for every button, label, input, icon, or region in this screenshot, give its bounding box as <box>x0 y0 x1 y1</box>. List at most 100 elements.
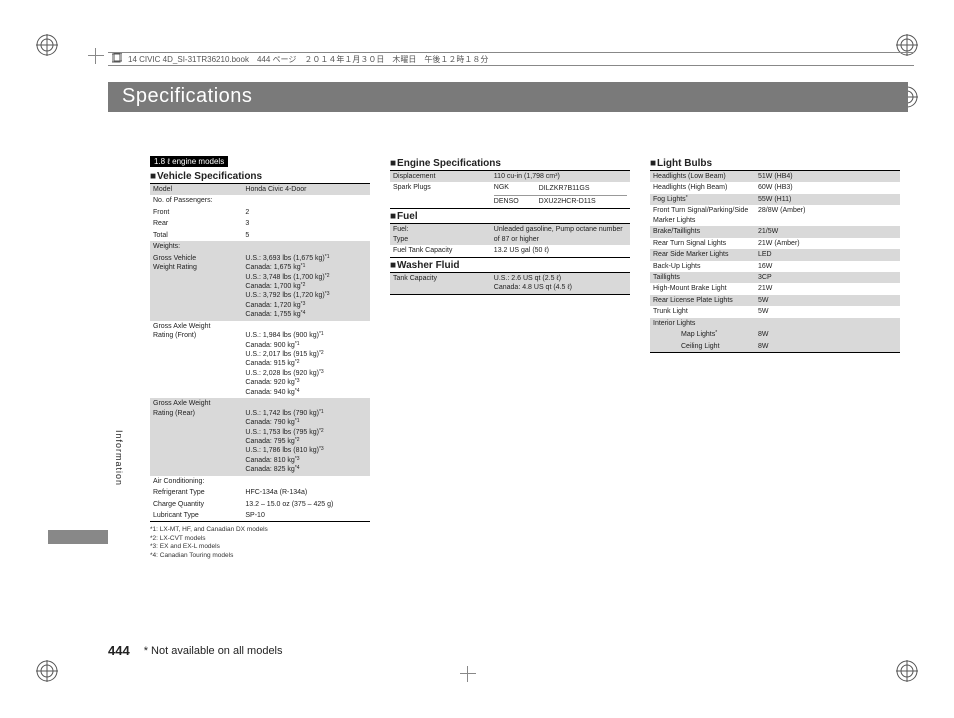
table-row: Displacement110 cu-in (1,798 cm³) <box>390 171 630 183</box>
spec-value: 8W <box>755 341 900 353</box>
table-row: Spark PlugsNGKDILZKR7B11GSDENSODXU22HCR-… <box>390 182 630 208</box>
table-row: Lubricant TypeSP-10 <box>150 510 370 522</box>
content: 1.8 ℓ engine models Vehicle Specificatio… <box>150 156 920 560</box>
doc-header: 14 CIVIC 4D_SI-31TR36210.book 444 ページ ２０… <box>108 52 914 66</box>
table-row: Rear License Plate Lights5W <box>650 295 900 306</box>
spec-label: Front Turn Signal/Parking/SideMarker Lig… <box>650 205 755 226</box>
side-label: Information <box>114 430 124 486</box>
spec-value: 5 <box>242 230 370 241</box>
spec-label: Headlights (Low Beam) <box>650 171 755 183</box>
bulbs-table: Headlights (Low Beam)51W (HB4)Headlights… <box>650 170 900 353</box>
table-row: Trunk Light5W <box>650 306 900 317</box>
spec-label: Charge Quantity <box>150 499 242 510</box>
spec-label: Fog Lights* <box>650 194 755 205</box>
reg-mark-bl <box>36 660 58 682</box>
spec-value: 110 cu-in (1,798 cm³) <box>491 171 630 183</box>
washer-title: Washer Fluid <box>390 260 630 271</box>
fuel-table: Fuel:TypeUnleaded gasoline, Pump octane … <box>390 223 630 257</box>
spec-value: 2 <box>242 207 370 218</box>
table-row: Interior Lights <box>650 318 900 329</box>
book-icon <box>112 53 122 65</box>
spec-value: SP-10 <box>242 510 370 522</box>
spec-value: U.S.: 2.6 US qt (2.5 ℓ)Canada: 4.8 US qt… <box>491 272 630 294</box>
spec-value: 21W <box>755 283 900 294</box>
spec-value <box>755 318 900 329</box>
spec-value <box>242 195 370 206</box>
spec-label: Headlights (High Beam) <box>650 182 755 193</box>
spec-label: Tank Capacity <box>390 272 491 294</box>
spec-value: 5W <box>755 306 900 317</box>
spec-label: Ceiling Light <box>650 341 755 353</box>
cross-mark <box>88 48 98 58</box>
table-row: Total5 <box>150 230 370 241</box>
table-row: Weights: <box>150 241 370 252</box>
spec-label: Fuel:Type <box>390 224 491 245</box>
spec-label: Gross Axle WeightRating (Rear) <box>150 398 242 476</box>
bulbs-title: Light Bulbs <box>650 158 900 169</box>
spec-value <box>242 476 370 487</box>
spec-value: NGKDILZKR7B11GSDENSODXU22HCR-D11S <box>491 182 630 208</box>
table-row: Back-Up Lights16W <box>650 261 900 272</box>
page-title: Specifications <box>108 82 908 112</box>
spec-label: Trunk Light <box>650 306 755 317</box>
spec-label: Fuel Tank Capacity <box>390 245 491 257</box>
footer-note: * Not available on all models <box>144 645 283 657</box>
spec-value: LED <box>755 249 900 260</box>
column-2: Engine Specifications Displacement110 cu… <box>390 156 630 560</box>
table-row: Air Conditioning: <box>150 476 370 487</box>
spec-label: Model <box>150 184 242 196</box>
spec-label: Interior Lights <box>650 318 755 329</box>
spec-value: 60W (HB3) <box>755 182 900 193</box>
spec-value: 55W (H11) <box>755 194 900 205</box>
reg-mark-tl <box>36 34 58 56</box>
spec-value: HFC-134a (R-134a) <box>242 487 370 498</box>
table-row: High-Mount Brake Light21W <box>650 283 900 294</box>
spec-value: U.S.: 1,984 lbs (900 kg)*1Canada: 900 kg… <box>242 321 370 399</box>
table-row: Brake/Taillights21/5W <box>650 226 900 237</box>
column-3: Light Bulbs Headlights (Low Beam)51W (HB… <box>650 156 900 560</box>
spec-value: U.S.: 1,742 lbs (790 kg)*1Canada: 790 kg… <box>242 398 370 476</box>
spec-value: U.S.: 3,693 lbs (1,675 kg)*1Canada: 1,67… <box>242 253 370 321</box>
spec-label: Air Conditioning: <box>150 476 242 487</box>
spec-label: Taillights <box>650 272 755 283</box>
spec-label: Back-Up Lights <box>650 261 755 272</box>
spec-label: Total <box>150 230 242 241</box>
spec-label: Lubricant Type <box>150 510 242 522</box>
cross-mark <box>460 666 476 682</box>
spec-value: 28/8W (Amber) <box>755 205 900 226</box>
table-row: Ceiling Light8W <box>650 341 900 353</box>
engine-badge: 1.8 ℓ engine models <box>150 156 228 167</box>
spec-label: No. of Passengers: <box>150 195 242 206</box>
table-row: Fuel:TypeUnleaded gasoline, Pump octane … <box>390 224 630 245</box>
spec-value: 13.2 US gal (50 ℓ) <box>491 245 630 257</box>
page-footer: 444 * Not available on all models <box>108 643 283 658</box>
reg-mark-br <box>896 660 918 682</box>
spec-label: High-Mount Brake Light <box>650 283 755 294</box>
spec-label: Gross Axle WeightRating (Front) <box>150 321 242 399</box>
spec-label: Rear <box>150 218 242 229</box>
page-number: 444 <box>108 643 130 658</box>
table-row: Charge Quantity13.2 – 15.0 oz (375 – 425… <box>150 499 370 510</box>
spec-label: Map Lights* <box>650 329 755 340</box>
spec-label: Rear License Plate Lights <box>650 295 755 306</box>
spec-value: 3CP <box>755 272 900 283</box>
table-row: Gross Axle WeightRating (Front)U.S.: 1,9… <box>150 321 370 399</box>
side-tab <box>48 530 108 544</box>
spec-value: 8W <box>755 329 900 340</box>
table-row: Rear Turn Signal Lights21W (Amber) <box>650 238 900 249</box>
engine-spec-title: Engine Specifications <box>390 158 630 169</box>
spec-label: Weights: <box>150 241 242 252</box>
table-row: Gross VehicleWeight RatingU.S.: 3,693 lb… <box>150 253 370 321</box>
spec-value: 13.2 – 15.0 oz (375 – 425 g) <box>242 499 370 510</box>
table-row: Rear3 <box>150 218 370 229</box>
table-row: Headlights (Low Beam)51W (HB4) <box>650 171 900 183</box>
spec-value: 21W (Amber) <box>755 238 900 249</box>
table-row: Fuel Tank Capacity13.2 US gal (50 ℓ) <box>390 245 630 257</box>
spec-value: 21/5W <box>755 226 900 237</box>
spec-value <box>242 241 370 252</box>
spec-label: Spark Plugs <box>390 182 491 208</box>
spec-label: Gross VehicleWeight Rating <box>150 253 242 321</box>
table-row: No. of Passengers: <box>150 195 370 206</box>
table-row: Tank CapacityU.S.: 2.6 US qt (2.5 ℓ)Cana… <box>390 272 630 294</box>
spec-label: Refrigerant Type <box>150 487 242 498</box>
